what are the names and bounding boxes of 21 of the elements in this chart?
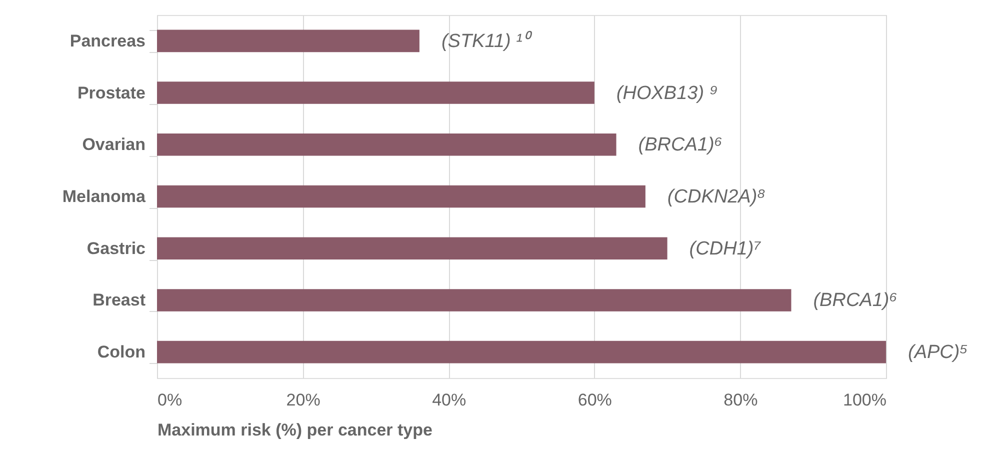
x-tick-label: 60% xyxy=(578,390,612,410)
annotation: (BRCA1)⁶ xyxy=(638,134,722,156)
annotation: (CDKN2A)⁸ xyxy=(667,186,766,208)
x-tick-label: 20% xyxy=(286,390,320,410)
y-tick-label: Pancreas xyxy=(70,31,146,50)
y-tick-label: Colon xyxy=(97,342,146,362)
y-tick-label: Melanoma xyxy=(62,187,146,206)
annotation: (BRCA1)⁶ xyxy=(813,290,898,312)
x-tick-label: 0% xyxy=(158,390,182,410)
y-tick-label: Gastric xyxy=(86,238,146,258)
x-tick-label: 80% xyxy=(724,390,758,410)
annotation: (STK11) ¹⁰ xyxy=(441,30,532,52)
y-tick-label: Breast xyxy=(92,290,146,310)
x-tick-label: 40% xyxy=(432,390,466,410)
annotation: (HOXB13) ⁹ xyxy=(616,82,718,104)
x-axis-title: Maximum risk (%) per cancer type xyxy=(158,420,432,440)
y-tick-label: Ovarian xyxy=(82,135,146,154)
x-tick-label: 100% xyxy=(843,390,886,410)
annotation: (APC)⁵ xyxy=(908,342,968,364)
annotation: (CDH1)⁷ xyxy=(689,238,762,260)
y-tick-label: Prostate xyxy=(77,83,146,102)
